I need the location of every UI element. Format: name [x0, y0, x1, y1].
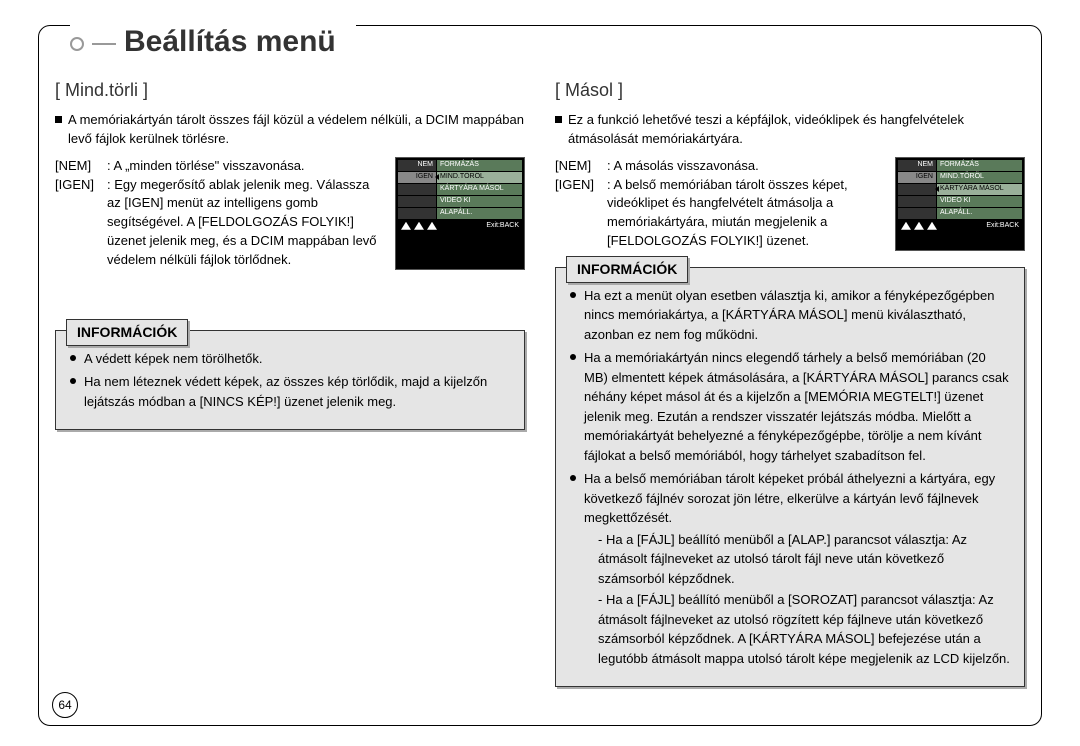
intro-text: Ez a funkció lehetővé teszi a képfájlok,… — [568, 111, 1025, 149]
menu-icons — [401, 222, 437, 230]
info-text: A védett képek nem törölhetők. — [84, 349, 263, 369]
info-sub-text: - Ha a [FÁJL] beállító menüből a [ALAP.]… — [598, 530, 1010, 589]
square-bullet-icon — [55, 116, 62, 123]
menu-arrow-icon — [935, 186, 939, 192]
menu-right-item: KÁRTYÁRA MÁSOL — [437, 184, 522, 195]
menu-left-item — [898, 184, 936, 195]
options-text: [NEM] : A másolás visszavonása. [IGEN] :… — [555, 157, 885, 251]
intro-text: A memóriakártyán tárolt összes fájl közü… — [68, 111, 525, 149]
menu-left-item — [398, 196, 436, 207]
bullet-dot-icon — [570, 354, 576, 360]
menu-left-item: IGEN — [898, 172, 936, 183]
column-left: [ Mind.törli ] A memóriakártyán tárolt ö… — [55, 80, 525, 687]
info-text: Ha a belső memóriában tárolt képeket pró… — [584, 469, 1010, 668]
menu-left-item: IGEN — [398, 172, 436, 183]
menu-right-item: ALAPÁLL. — [437, 208, 522, 219]
option-yes-text: : Egy megerősítő ablak jelenik meg. Vála… — [107, 176, 385, 270]
menu-left-item: NEM — [398, 160, 436, 171]
option-no-label: [NEM] — [55, 157, 103, 176]
menu-right-item: MIND.TÖRÖL — [937, 172, 1022, 183]
title-bullet-icon — [70, 37, 84, 51]
menu-arrow-icon — [435, 174, 439, 180]
info-box-right: INFORMÁCIÓK Ha ezt a menüt olyan esetben… — [555, 267, 1025, 688]
page-number: 64 — [52, 692, 78, 718]
camera-menu-screenshot-left: NEMFORMÁZÁS IGENMIND.TÖRÖL KÁRTYÁRA MÁSO… — [395, 157, 525, 270]
info-label: INFORMÁCIÓK — [566, 256, 688, 283]
option-no-text: : A másolás visszavonása. — [607, 157, 759, 176]
menu-right-item: ALAPÁLL. — [937, 208, 1022, 219]
menu-right-item: VIDEO KI — [437, 196, 522, 207]
option-no-label: [NEM] — [555, 157, 603, 176]
info-box-left: INFORMÁCIÓK A védett képek nem törölhető… — [55, 330, 525, 431]
camera-menu-screenshot-right: NEMFORMÁZÁS IGENMIND.TÖRÖL KÁRTYÁRA MÁSO… — [895, 157, 1025, 251]
menu-back-label: Exit:BACK — [986, 221, 1019, 231]
option-yes-label: [IGEN] — [555, 176, 603, 251]
section-heading-copy: [ Másol ] — [555, 80, 1025, 101]
menu-left-item: NEM — [898, 160, 936, 171]
menu-left-item — [398, 208, 436, 219]
menu-right-item: VIDEO KI — [937, 196, 1022, 207]
section-heading-delete-all: [ Mind.törli ] — [55, 80, 525, 101]
menu-left-item — [898, 196, 936, 207]
menu-back-label: Exit:BACK — [486, 221, 519, 231]
page-title-tab: Beállítás menü — [70, 25, 356, 59]
bullet-dot-icon — [570, 475, 576, 481]
column-right: [ Másol ] Ez a funkció lehetővé teszi a … — [555, 80, 1025, 687]
option-no-text: : A „minden törlése" visszavonása. — [107, 157, 305, 176]
info-text: Ha nem léteznek védett képek, az összes … — [84, 372, 510, 411]
menu-right-item: MIND.TÖRÖL — [437, 172, 522, 183]
square-bullet-icon — [555, 116, 562, 123]
menu-right-item: FORMÁZÁS — [437, 160, 522, 171]
menu-right-item: FORMÁZÁS — [937, 160, 1022, 171]
menu-icons — [901, 222, 937, 230]
menu-right-item: KÁRTYÁRA MÁSOL — [937, 184, 1022, 195]
menu-left-item — [398, 184, 436, 195]
title-line-icon — [92, 43, 116, 45]
page-title: Beállítás menü — [124, 25, 336, 59]
option-yes-text: : A belső memóriában tárolt összes képet… — [607, 176, 885, 251]
info-text: Ha ezt a menüt olyan esetben választja k… — [584, 286, 1010, 345]
info-sub-text: - Ha a [FÁJL] beállító menüből a [SOROZA… — [598, 590, 1010, 668]
options-text: [NEM] : A „minden törlése" visszavonása.… — [55, 157, 385, 270]
bullet-dot-icon — [70, 355, 76, 361]
bullet-dot-icon — [70, 378, 76, 384]
menu-left-item — [898, 208, 936, 219]
option-yes-label: [IGEN] — [55, 176, 103, 270]
bullet-dot-icon — [570, 292, 576, 298]
info-text: Ha a memóriakártyán nincs elegendő tárhe… — [584, 348, 1010, 465]
info-label: INFORMÁCIÓK — [66, 319, 188, 346]
